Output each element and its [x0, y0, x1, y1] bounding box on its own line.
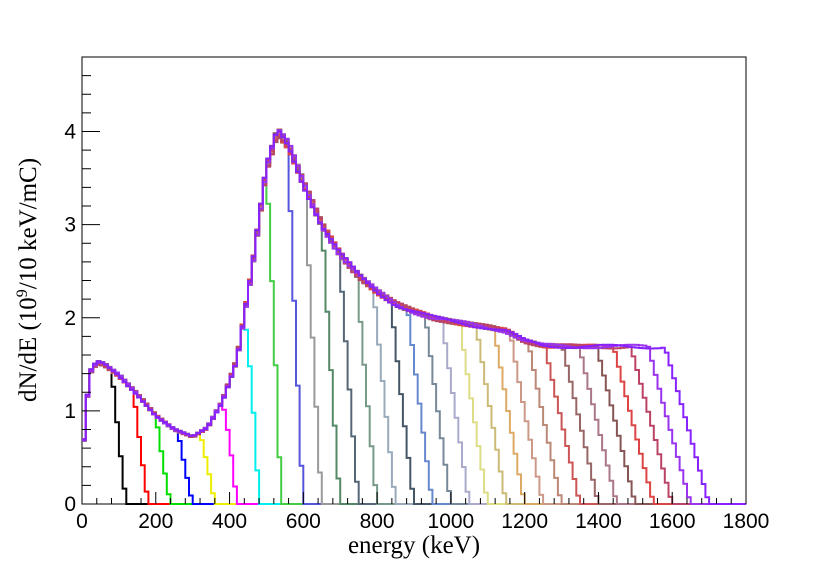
- series-line-31: [82, 130, 746, 505]
- axis-layer: 0 200 400 600 800 1000 1200 1400 1600 1800 0 1 2 3 4: [64, 56, 770, 533]
- x-axis-title: energy (keV): [348, 532, 480, 559]
- plot-frame: [81, 56, 747, 505]
- x-tick-label: 200: [138, 510, 173, 533]
- x-tick-label: 1400: [575, 510, 622, 533]
- y-tick-label: 0: [64, 493, 76, 516]
- y-tick-label: 4: [64, 121, 76, 144]
- y-axis-title-exponent: 9: [14, 289, 31, 297]
- x-tick-label: 600: [286, 510, 321, 533]
- x-tick-label: 0: [76, 510, 88, 533]
- x-tick-label: 800: [360, 510, 395, 533]
- y-tick-label: 3: [64, 214, 76, 237]
- x-tick-label: 1200: [501, 510, 548, 533]
- x-tick-label: 1600: [649, 510, 696, 533]
- y-axis-title: dN/dE (109/10 keV/mC): [14, 158, 42, 402]
- y-tick-label: 2: [64, 307, 76, 330]
- y-tick-label: 1: [64, 400, 76, 423]
- y-axis-title-part2: /10 keV/mC): [15, 158, 42, 289]
- x-tick-label: 1800: [723, 510, 770, 533]
- x-tick-label: 400: [212, 510, 247, 533]
- y-axis-title-part1: dN/dE (10: [15, 297, 42, 402]
- x-tick-label: 1000: [428, 510, 475, 533]
- series-layer: [82, 128, 746, 505]
